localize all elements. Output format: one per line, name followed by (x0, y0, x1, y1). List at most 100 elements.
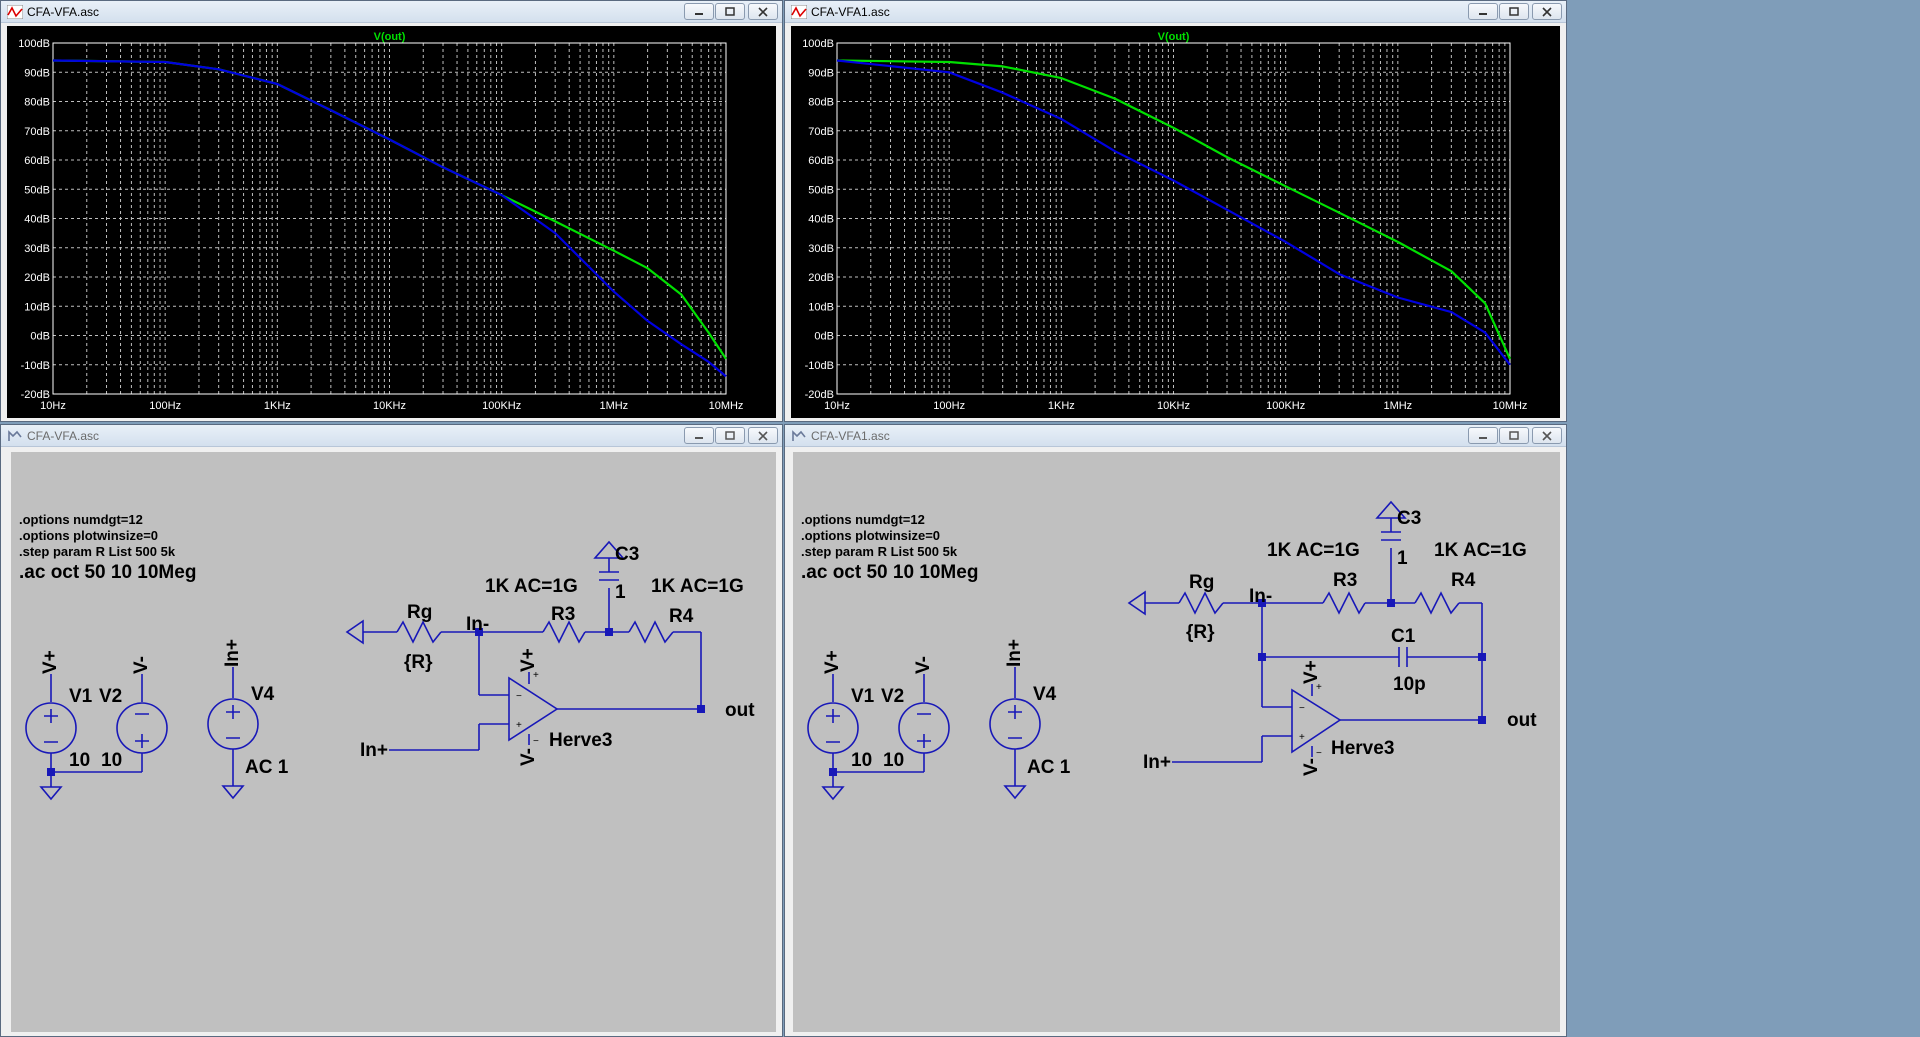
plot-frame (52, 42, 727, 395)
label-v2-value[interactable]: 10 (883, 750, 904, 771)
label-r3[interactable]: R3 (1333, 570, 1357, 591)
label-opamp-vminus[interactable]: V- (1301, 758, 1322, 776)
label-v1[interactable]: V1 (851, 686, 875, 707)
title-bar[interactable]: CFA-VFA1.asc (785, 425, 1566, 447)
label-opamp-vplus[interactable]: V+ (518, 648, 539, 672)
label-inplus-source[interactable]: In+ (1004, 639, 1025, 667)
label-vminus[interactable]: V- (913, 656, 934, 674)
label-inplus-source[interactable]: In+ (222, 639, 243, 667)
label-c1[interactable]: C1 (1391, 626, 1416, 647)
label-rg[interactable]: Rg (1189, 572, 1214, 593)
maximize-button[interactable] (1499, 427, 1529, 444)
label-c1-value[interactable]: 10p (1393, 674, 1426, 695)
label-vplus[interactable]: V+ (822, 650, 843, 674)
svg-text:+: + (533, 670, 539, 681)
title-bar[interactable]: CFA-VFA.asc (1, 425, 782, 447)
label-r4-value[interactable]: 1K AC=1G (1434, 540, 1527, 561)
label-v2[interactable]: V2 (99, 686, 122, 707)
maximize-button[interactable] (1499, 3, 1529, 20)
directive-plotwinsize[interactable]: .options plotwinsize=0 (801, 528, 940, 543)
label-r3-value[interactable]: 1K AC=1G (1267, 540, 1360, 561)
schematic-window-left[interactable]: CFA-VFA.asc .options numdgt=12 .options … (0, 424, 783, 1037)
label-r4[interactable]: R4 (1451, 570, 1476, 591)
y-tick-label: 30dB (808, 243, 834, 255)
label-inminus[interactable]: In- (466, 614, 489, 635)
directive-step[interactable]: .step param R List 500 5k (801, 544, 958, 559)
label-out[interactable]: out (725, 700, 755, 721)
label-ac1[interactable]: AC 1 (1027, 757, 1071, 778)
directive-plotwinsize[interactable]: .options plotwinsize=0 (19, 528, 158, 543)
plot-pane[interactable]: 100dB 90dB 80dB 70dB 60dB 50dB 40dB 30dB 20dB 10d… (791, 26, 1560, 418)
label-v1[interactable]: V1 (69, 686, 93, 707)
close-button[interactable] (748, 3, 778, 20)
minimize-button[interactable] (684, 3, 714, 20)
label-c3[interactable]: C3 (1397, 508, 1421, 529)
minimize-icon (1479, 13, 1487, 15)
label-vminus[interactable]: V- (131, 656, 152, 674)
trace-label-vout[interactable]: V(out) (1158, 31, 1190, 43)
label-c3[interactable]: C3 (615, 544, 639, 565)
close-button[interactable] (748, 427, 778, 444)
waveform-plot-icon (7, 5, 23, 19)
directive-numdgt[interactable]: .options numdgt=12 (19, 512, 143, 527)
label-rg-value[interactable]: {R} (1186, 622, 1215, 643)
label-v2[interactable]: V2 (881, 686, 904, 707)
trace-line[interactable] (52, 59, 727, 378)
label-opamp-vplus[interactable]: V+ (1301, 660, 1322, 684)
close-button[interactable] (1532, 3, 1562, 20)
label-opamp-vminus[interactable]: V- (518, 748, 539, 766)
y-tick-label: 10dB (24, 301, 50, 313)
label-c3-value[interactable]: 1 (1397, 548, 1408, 569)
minimize-button[interactable] (684, 427, 714, 444)
plot-pane[interactable]: 100dB 90dB 80dB 70dB 60dB 50dB 40dB 30dB 20dB 10d… (7, 26, 776, 418)
label-inminus[interactable]: In- (1249, 586, 1272, 607)
directive-step[interactable]: .step param R List 500 5k (19, 544, 176, 559)
maximize-button[interactable] (715, 427, 745, 444)
label-r4[interactable]: R4 (669, 606, 694, 627)
label-r3[interactable]: R3 (551, 604, 575, 625)
trace-label-vout[interactable]: V(out) (374, 31, 406, 43)
label-ac1[interactable]: AC 1 (245, 757, 289, 778)
label-inplus[interactable]: In+ (1143, 752, 1171, 773)
title-bar[interactable]: CFA-VFA.asc (1, 1, 782, 23)
label-opamp-model[interactable]: Herve3 (549, 730, 612, 751)
label-opamp-model[interactable]: Herve3 (1331, 738, 1394, 759)
directive-numdgt[interactable]: .options numdgt=12 (801, 512, 925, 527)
schematic-drawing[interactable]: .options numdgt=12 .options plotwinsize=… (793, 452, 1560, 1032)
schematic-canvas[interactable]: .options numdgt=12 .options plotwinsize=… (793, 452, 1560, 1032)
label-v4[interactable]: V4 (251, 684, 275, 705)
directive-ac[interactable]: .ac oct 50 10 10Meg (801, 562, 978, 583)
plot-window-left[interactable]: CFA-VFA.asc 100dB 90dB 80dB 70dB 60dB 50dB 40d… (0, 0, 783, 422)
label-r4-value[interactable]: 1K AC=1G (651, 576, 744, 597)
trace-line[interactable] (836, 59, 1511, 366)
label-v1-value[interactable]: 10 (851, 750, 872, 771)
schematic-canvas[interactable]: .options numdgt=12 .options plotwinsize=… (11, 452, 776, 1032)
x-tick-label: 10MHz (1493, 400, 1528, 412)
svg-text:−: − (1299, 703, 1305, 714)
schematic-window-right[interactable]: CFA-VFA1.asc .options numdgt=12 .options… (784, 424, 1567, 1037)
minimize-button[interactable] (1468, 427, 1498, 444)
minimize-button[interactable] (1468, 3, 1498, 20)
label-inplus[interactable]: In+ (360, 740, 388, 761)
label-c3-value[interactable]: 1 (615, 582, 626, 603)
close-icon (1542, 7, 1552, 17)
trace-line[interactable] (836, 59, 1512, 360)
label-v1-value[interactable]: 10 (69, 750, 90, 771)
label-r3-value[interactable]: 1K AC=1G (485, 576, 578, 597)
y-tick-label: 0dB (30, 331, 50, 343)
close-button[interactable] (1532, 427, 1562, 444)
schematic-drawing[interactable]: .options numdgt=12 .options plotwinsize=… (11, 452, 776, 1032)
bode-plot[interactable]: 100dB 90dB 80dB 70dB 60dB 50dB 40dB 30dB 20dB 10d… (7, 26, 776, 418)
label-rg[interactable]: Rg (407, 602, 432, 623)
label-v4[interactable]: V4 (1033, 684, 1057, 705)
x-tick-label: 10KHz (373, 400, 406, 412)
directive-ac[interactable]: .ac oct 50 10 10Meg (19, 562, 196, 583)
label-vplus[interactable]: V+ (40, 650, 61, 674)
title-bar[interactable]: CFA-VFA1.asc (785, 1, 1566, 23)
label-v2-value[interactable]: 10 (101, 750, 122, 771)
label-rg-value[interactable]: {R} (404, 652, 433, 673)
maximize-button[interactable] (715, 3, 745, 20)
label-out[interactable]: out (1507, 710, 1537, 731)
bode-plot[interactable]: 100dB 90dB 80dB 70dB 60dB 50dB 40dB 30dB 20dB 10d… (791, 26, 1560, 418)
plot-window-right[interactable]: CFA-VFA1.asc 100dB 90dB 80dB 70dB 60dB 50dB 40… (784, 0, 1567, 422)
